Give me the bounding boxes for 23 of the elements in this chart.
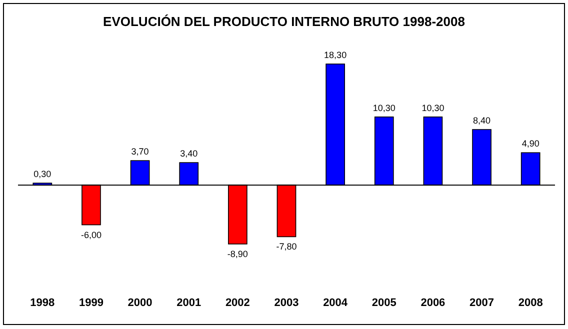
x-tick-label: 2006 xyxy=(420,297,446,309)
data-label: 4,90 xyxy=(522,138,540,149)
x-tick-label: 2008 xyxy=(518,297,543,309)
data-label: -6,00 xyxy=(80,230,102,240)
data-label: 10,30 xyxy=(422,102,444,113)
x-tick-label: 2002 xyxy=(225,297,250,309)
data-label: 3,70 xyxy=(131,146,149,157)
data-label: -7,80 xyxy=(276,242,297,252)
x-tick-label: 2005 xyxy=(372,297,396,309)
data-label: 10,30 xyxy=(372,102,396,113)
data-label: 8,40 xyxy=(473,116,491,126)
x-tick-label: 2007 xyxy=(470,297,494,309)
data-label: 3,40 xyxy=(180,148,198,159)
x-tick-label: 1999 xyxy=(78,297,104,309)
data-label: 0,30 xyxy=(34,169,52,180)
x-tick-label: 2000 xyxy=(128,297,152,309)
data-label: -8,90 xyxy=(227,249,248,259)
data-label: 18,30 xyxy=(324,50,347,60)
x-tick-label: 2004 xyxy=(323,297,348,309)
chart-title: EVOLUCIÓN DEL PRODUCTO INTERNO BRUTO 1998-2008 xyxy=(103,14,465,29)
x-tick-label: 2003 xyxy=(274,297,299,309)
x-tick-label: 1998 xyxy=(30,297,55,309)
x-tick-label: 2001 xyxy=(176,297,202,309)
